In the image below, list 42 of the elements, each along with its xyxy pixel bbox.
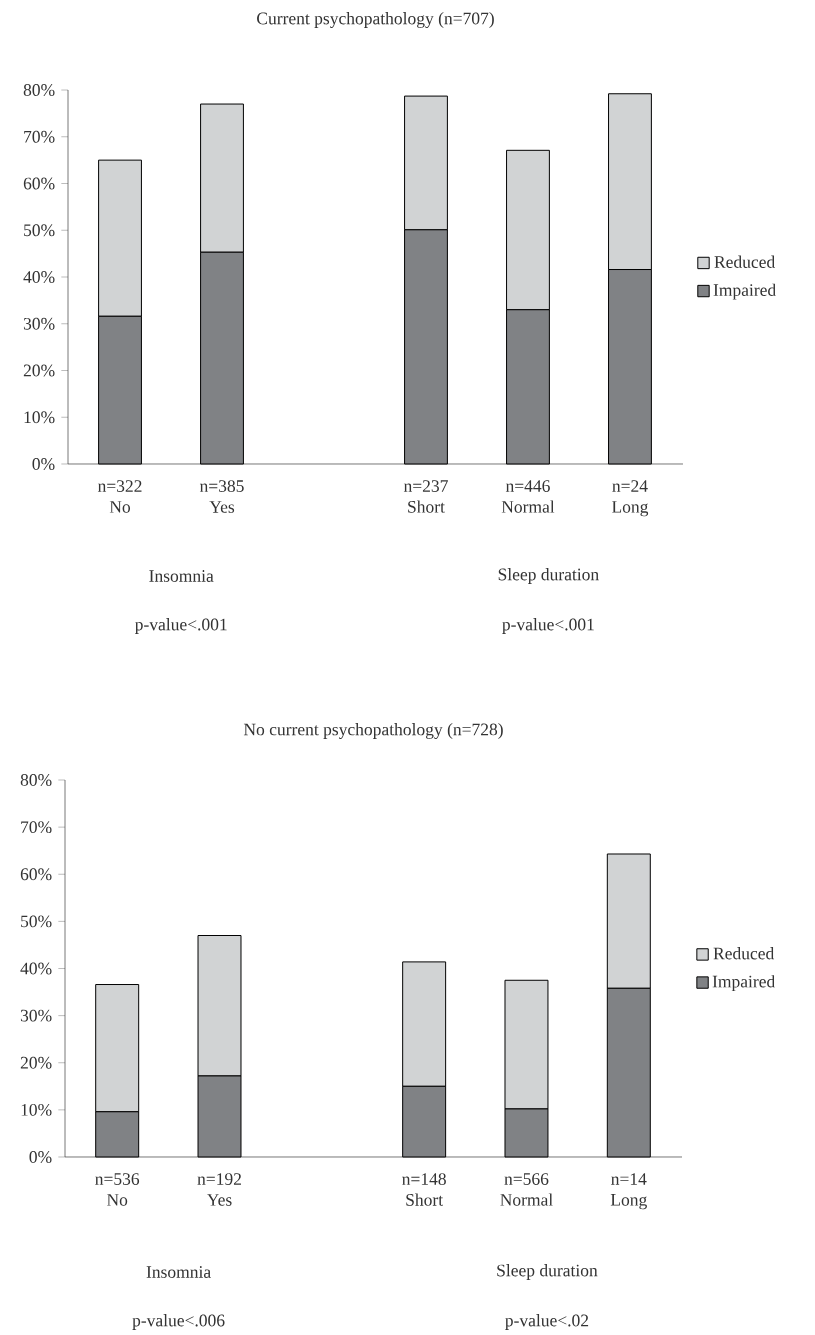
legend-label: Reduced bbox=[714, 255, 775, 268]
y-tick-label: 20% bbox=[23, 364, 55, 377]
x-tick-label: n=237 Short bbox=[403, 480, 448, 513]
text: p-value<.006 bbox=[132, 1314, 225, 1330]
text: p-value<.001 bbox=[502, 618, 594, 634]
y-tick-label: 10% bbox=[24, 411, 55, 424]
x-tick-label: n=192 Yes bbox=[197, 1173, 241, 1206]
y-tick-label: 30% bbox=[23, 317, 55, 330]
x-tick-label: n=14 Long bbox=[610, 1173, 647, 1210]
y-tick-label: 40% bbox=[20, 962, 52, 975]
y-tick-label: 0% bbox=[29, 1151, 52, 1163]
y-tick-label: 40% bbox=[23, 271, 55, 283]
y-tick-label: 60% bbox=[23, 177, 55, 190]
x-tick-label: n=385 Yes bbox=[199, 480, 244, 513]
x-tick-label: n=536 No bbox=[95, 1173, 140, 1206]
x-tick-label: n=24 Long bbox=[611, 480, 649, 517]
legend-label: Impaired bbox=[712, 975, 776, 992]
legend-label: Reduced bbox=[713, 947, 775, 960]
x-tick-label: n=566 Normal bbox=[500, 1173, 553, 1206]
y-tick-label: 80% bbox=[20, 774, 52, 786]
text: Sleep duration bbox=[498, 568, 599, 584]
y-tick-label: 0% bbox=[32, 458, 55, 470]
text: Sleep duration bbox=[497, 1264, 598, 1280]
x-tick-label: n=148 Short bbox=[402, 1173, 446, 1206]
text: Insomnia bbox=[149, 570, 214, 582]
chart-title: No current psychopathology (n=728) bbox=[243, 723, 503, 739]
text: p-value<.001 bbox=[135, 618, 227, 634]
y-tick-label: 80% bbox=[23, 84, 55, 96]
x-tick-label: n=322 No bbox=[97, 480, 142, 513]
y-tick-label: 10% bbox=[21, 1103, 52, 1116]
text: Insomnia bbox=[146, 1266, 211, 1278]
y-tick-label: 30% bbox=[20, 1009, 52, 1022]
y-tick-label: 70% bbox=[24, 130, 55, 143]
chart-title: Current psychopathology (n=707) bbox=[257, 12, 494, 28]
y-tick-label: 60% bbox=[20, 868, 52, 881]
y-tick-label: 50% bbox=[21, 915, 52, 928]
text: p-value<.02 bbox=[505, 1314, 589, 1330]
legend-label: Impaired bbox=[713, 283, 776, 300]
x-tick-label: n=446 Normal bbox=[501, 480, 555, 513]
y-tick-label: 20% bbox=[20, 1056, 52, 1069]
y-tick-label: 50% bbox=[24, 224, 55, 237]
y-tick-label: 70% bbox=[21, 821, 52, 834]
